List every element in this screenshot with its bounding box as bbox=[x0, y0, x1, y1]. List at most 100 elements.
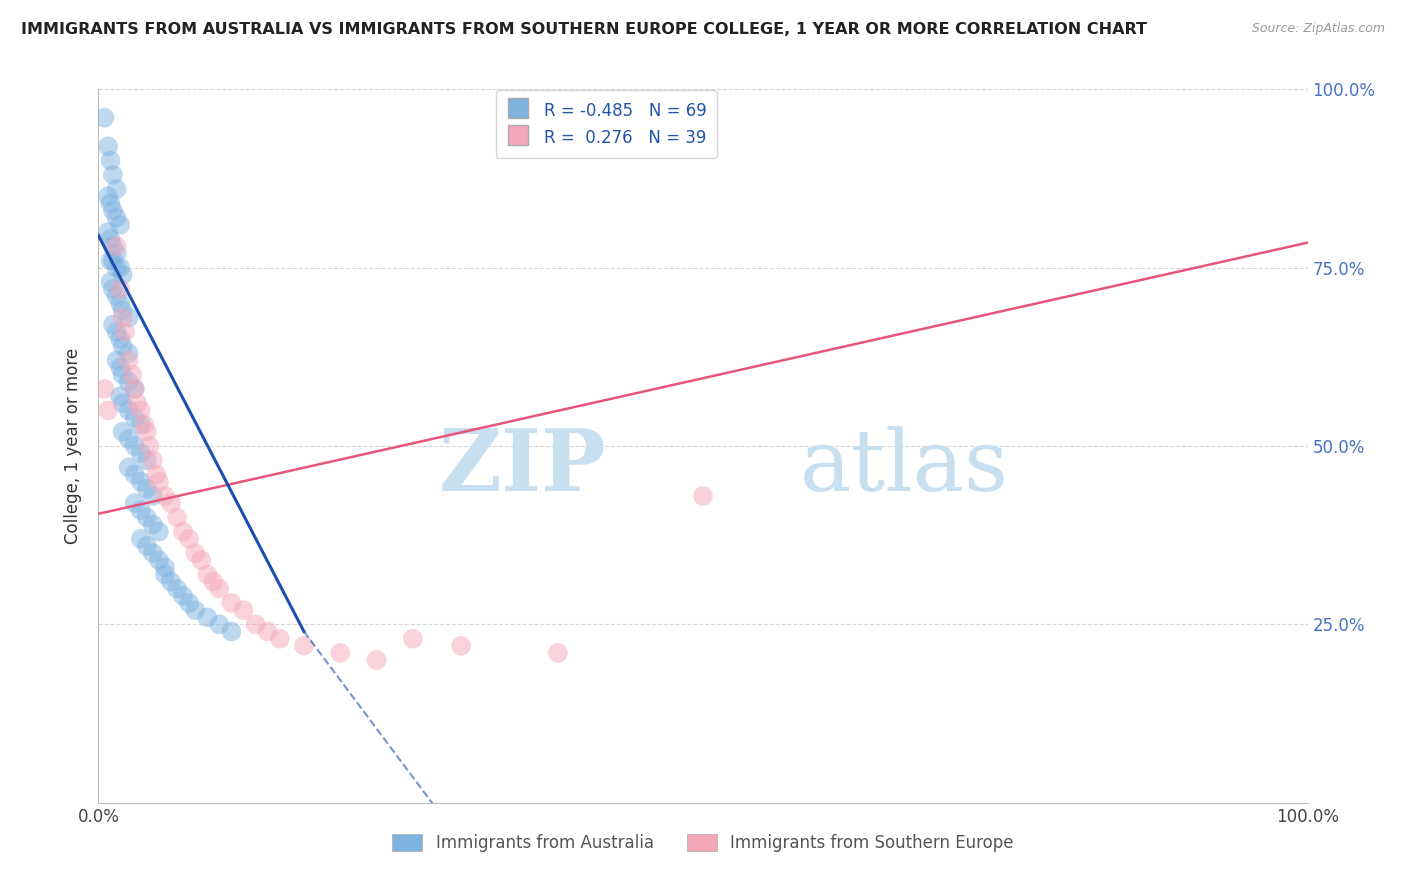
Point bbox=[142, 546, 165, 560]
Point bbox=[118, 460, 141, 475]
Point bbox=[97, 139, 120, 153]
Point bbox=[100, 196, 122, 211]
Point bbox=[129, 446, 152, 460]
Point bbox=[124, 496, 146, 510]
Point bbox=[108, 218, 131, 232]
Point bbox=[256, 624, 278, 639]
Point bbox=[166, 510, 188, 524]
Point bbox=[129, 532, 152, 546]
Point bbox=[97, 189, 120, 203]
Point bbox=[184, 546, 207, 560]
Point bbox=[111, 368, 134, 382]
Text: Source: ZipAtlas.com: Source: ZipAtlas.com bbox=[1251, 22, 1385, 36]
Point bbox=[105, 211, 128, 225]
Point bbox=[101, 239, 124, 253]
Point bbox=[124, 382, 146, 396]
Point bbox=[692, 489, 714, 503]
Point bbox=[190, 553, 212, 567]
Point bbox=[114, 325, 136, 339]
Point bbox=[108, 360, 131, 375]
Text: ZIP: ZIP bbox=[439, 425, 606, 509]
Point bbox=[118, 346, 141, 360]
Legend: Immigrants from Australia, Immigrants from Southern Europe: Immigrants from Australia, Immigrants fr… bbox=[385, 827, 1021, 859]
Point bbox=[105, 260, 128, 275]
Point bbox=[124, 382, 146, 396]
Point bbox=[179, 596, 201, 610]
Point bbox=[101, 168, 124, 182]
Point bbox=[138, 439, 160, 453]
Point bbox=[148, 553, 170, 567]
Point bbox=[245, 617, 267, 632]
Point bbox=[111, 268, 134, 282]
Point bbox=[547, 646, 569, 660]
Point bbox=[105, 353, 128, 368]
Point bbox=[100, 275, 122, 289]
Point bbox=[450, 639, 472, 653]
Point bbox=[135, 482, 157, 496]
Point bbox=[195, 610, 218, 624]
Point bbox=[105, 325, 128, 339]
Point bbox=[101, 203, 124, 218]
Point bbox=[124, 410, 146, 425]
Point bbox=[105, 239, 128, 253]
Point bbox=[111, 339, 134, 353]
Point bbox=[292, 639, 315, 653]
Point bbox=[111, 310, 134, 325]
Point bbox=[135, 425, 157, 439]
Point bbox=[105, 246, 128, 260]
Text: atlas: atlas bbox=[800, 425, 1010, 509]
Point bbox=[269, 632, 291, 646]
Point bbox=[118, 375, 141, 389]
Point bbox=[108, 282, 131, 296]
Point bbox=[202, 574, 225, 589]
Y-axis label: College, 1 year or more: College, 1 year or more bbox=[65, 348, 83, 544]
Point bbox=[129, 403, 152, 417]
Point bbox=[142, 517, 165, 532]
Point bbox=[124, 467, 146, 482]
Point bbox=[129, 475, 152, 489]
Point bbox=[172, 589, 194, 603]
Point bbox=[101, 253, 124, 268]
Text: IMMIGRANTS FROM AUSTRALIA VS IMMIGRANTS FROM SOUTHERN EUROPE COLLEGE, 1 YEAR OR : IMMIGRANTS FROM AUSTRALIA VS IMMIGRANTS … bbox=[21, 22, 1147, 37]
Point bbox=[121, 368, 143, 382]
Point bbox=[129, 503, 152, 517]
Point bbox=[127, 396, 149, 410]
Point bbox=[134, 417, 156, 432]
Point bbox=[111, 396, 134, 410]
Point bbox=[179, 532, 201, 546]
Point bbox=[93, 382, 115, 396]
Point bbox=[145, 467, 167, 482]
Point bbox=[118, 403, 141, 417]
Point bbox=[153, 567, 176, 582]
Point bbox=[111, 425, 134, 439]
Point bbox=[221, 596, 243, 610]
Point bbox=[184, 603, 207, 617]
Point bbox=[221, 624, 243, 639]
Point bbox=[93, 111, 115, 125]
Point bbox=[108, 389, 131, 403]
Point bbox=[402, 632, 425, 646]
Point bbox=[142, 489, 165, 503]
Point bbox=[172, 524, 194, 539]
Point bbox=[160, 496, 183, 510]
Point bbox=[232, 603, 254, 617]
Point bbox=[118, 432, 141, 446]
Point bbox=[329, 646, 352, 660]
Point bbox=[108, 260, 131, 275]
Point bbox=[148, 475, 170, 489]
Point bbox=[208, 582, 231, 596]
Point bbox=[166, 582, 188, 596]
Point bbox=[142, 453, 165, 467]
Point bbox=[97, 403, 120, 417]
Point bbox=[100, 153, 122, 168]
Point bbox=[100, 232, 122, 246]
Point bbox=[153, 489, 176, 503]
Point bbox=[129, 417, 152, 432]
Point bbox=[108, 296, 131, 310]
Point bbox=[111, 303, 134, 318]
Point bbox=[108, 332, 131, 346]
Point bbox=[135, 453, 157, 467]
Point bbox=[100, 253, 122, 268]
Point bbox=[118, 310, 141, 325]
Point bbox=[118, 353, 141, 368]
